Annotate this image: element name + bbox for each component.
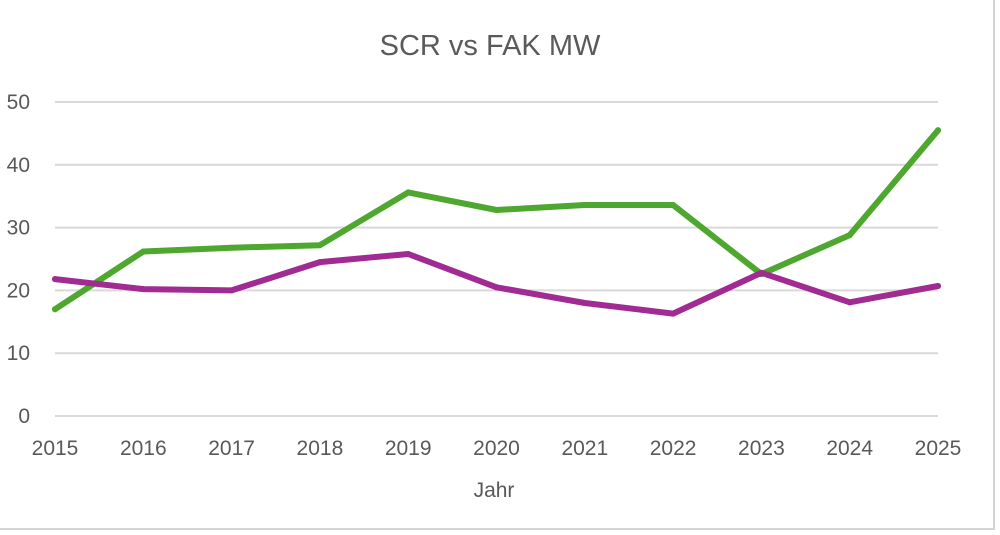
data-point [140,286,147,293]
x-tick-label: 2020 [473,437,520,460]
data-point [670,310,677,317]
data-point [670,201,677,208]
x-tick-label: 2021 [561,437,608,460]
data-point [758,269,765,276]
x-tick-label: 2019 [385,437,432,460]
data-point [581,299,588,306]
y-tick-label: 30 [7,217,30,240]
x-axis-label: Jahr [474,479,515,502]
y-tick-label: 50 [7,91,30,114]
x-tick-label: 2016 [120,437,167,460]
data-point [493,284,500,291]
series-line-2 [52,251,941,317]
y-tick-label: 0 [18,405,30,428]
x-tick-label: 2022 [650,437,697,460]
gridlines [55,101,938,417]
data-point [405,189,412,196]
data-point [316,259,323,266]
data-point [52,276,58,283]
series-line-1 [52,127,941,313]
x-tick-label: 2017 [208,437,255,460]
x-tick-label: 2018 [297,437,344,460]
data-point [493,207,500,214]
data-point [405,250,412,257]
x-tick-label: 2015 [32,437,79,460]
data-point [846,232,853,239]
data-point [935,127,941,134]
data-point [228,244,235,251]
series-lines [52,127,941,317]
data-point [935,283,941,290]
data-point [140,248,147,255]
x-axis-ticks: 2015 2016 2017 2018 2019 2020 2021 2022 2023 2024… [32,437,962,460]
y-tick-label: 20 [7,279,30,302]
data-point [316,242,323,249]
x-tick-label: 2023 [738,437,785,460]
data-point [581,201,588,208]
x-tick-label: 2024 [826,437,873,460]
y-tick-label: 10 [7,342,30,365]
x-tick-label: 2025 [915,437,962,460]
y-axis-ticks: 0 10 20 30 40 50 [7,91,30,428]
data-point [52,306,58,313]
data-point [228,287,235,294]
chart-title: SCR vs FAK MW [380,30,601,62]
y-tick-label: 40 [7,154,30,177]
data-point [846,299,853,306]
